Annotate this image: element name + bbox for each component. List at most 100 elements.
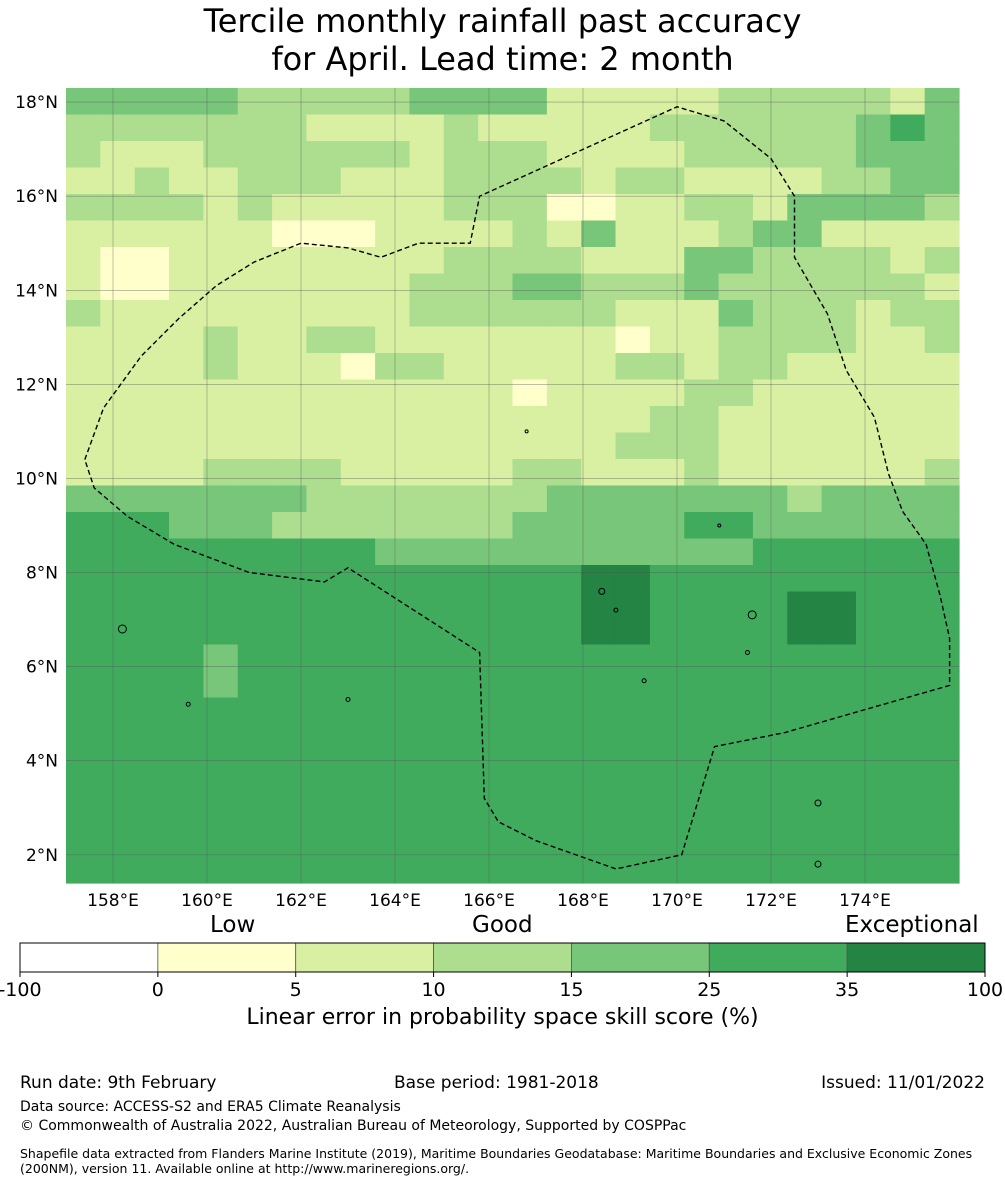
skill-cell (752, 167, 788, 195)
skill-cell (718, 194, 754, 222)
skill-cell (306, 353, 342, 381)
skill-cell (649, 591, 685, 619)
skill-cell (306, 803, 342, 831)
skill-cell (478, 565, 514, 593)
skill-cell (512, 618, 548, 646)
skill-cell (306, 856, 342, 884)
skill-cell (890, 485, 926, 513)
skill-cell (718, 459, 754, 487)
skill-cell (855, 830, 891, 858)
skill-cell (890, 141, 926, 169)
skill-cell (855, 379, 891, 407)
lon-tick-label: 166°E (463, 891, 515, 911)
skill-cell (581, 220, 617, 248)
skill-cell (855, 803, 891, 831)
skill-cell (340, 379, 376, 407)
skill-cell (203, 300, 239, 328)
skill-cell (375, 273, 411, 301)
skill-cell (340, 353, 376, 381)
skill-cell (443, 512, 479, 540)
skill-cell (684, 724, 720, 752)
skill-cell (66, 220, 101, 248)
skill-cell (66, 538, 101, 566)
skill-cell (478, 167, 514, 195)
skill-cell (443, 565, 479, 593)
skill-cell (752, 406, 788, 434)
skill-cell (752, 141, 788, 169)
lon-tick-label: 174°E (839, 891, 891, 911)
skill-cell (134, 856, 170, 884)
skill-cell (615, 379, 651, 407)
skill-cell (443, 114, 479, 142)
skill-cell (718, 565, 754, 593)
skill-cell (924, 671, 960, 699)
skill-cell (272, 300, 308, 328)
skill-cell (615, 618, 651, 646)
colorbar-swatch (433, 942, 572, 973)
skill-cell (581, 512, 617, 540)
skill-cell (684, 273, 720, 301)
skill-cell (752, 247, 788, 275)
skill-cell (478, 591, 514, 619)
skill-cell (66, 644, 101, 672)
island-outline (814, 860, 822, 868)
skill-cell (134, 194, 170, 222)
skill-cell (649, 247, 685, 275)
skill-cell (615, 353, 651, 381)
skill-cell (821, 406, 857, 434)
skill-cell (890, 856, 926, 884)
skill-cell (752, 432, 788, 460)
skill-cell (649, 114, 685, 142)
skill-cell (684, 697, 720, 725)
skill-cell (752, 750, 788, 778)
colorbar-swatch (571, 942, 710, 973)
skill-cell (615, 856, 651, 884)
skill-cell (340, 538, 376, 566)
skill-cell (924, 300, 960, 328)
skill-cell (546, 326, 582, 354)
skill-cell (855, 273, 891, 301)
skill-cell (237, 247, 273, 275)
skill-cell (512, 777, 548, 805)
skill-cell (581, 777, 617, 805)
colorbar-axis-label: Linear error in probability space skill … (246, 1005, 759, 1030)
lon-tick-label: 170°E (651, 891, 703, 911)
skill-cell (684, 485, 720, 513)
skill-cell (546, 485, 582, 513)
map-title: Tercile monthly rainfall past accuracy f… (0, 2, 1005, 78)
skill-cell (134, 618, 170, 646)
skill-cell (615, 326, 651, 354)
skill-cell (272, 591, 308, 619)
skill-cell (546, 273, 582, 301)
skill-cell (649, 830, 685, 858)
skill-cell (134, 300, 170, 328)
skill-cell (203, 141, 239, 169)
skill-cell (100, 459, 136, 487)
skill-cell (409, 432, 445, 460)
skill-cell (752, 194, 788, 222)
skill-cell (100, 353, 136, 381)
skill-cell (855, 432, 891, 460)
skill-cell (752, 565, 788, 593)
skill-cell (615, 644, 651, 672)
skill-cell (649, 326, 685, 354)
skill-cell (855, 167, 891, 195)
skill-cell (855, 353, 891, 381)
skill-cell (821, 724, 857, 752)
skill-cell (375, 141, 411, 169)
skill-cell (169, 618, 204, 646)
skill-cell (546, 512, 582, 540)
skill-cell (306, 512, 342, 540)
colorbar-swatch (846, 942, 986, 973)
skill-cell (890, 803, 926, 831)
skill-cell (306, 432, 342, 460)
skill-cell (203, 273, 239, 301)
issued-date: Issued: 11/01/2022 (821, 1073, 985, 1093)
skill-cell (821, 353, 857, 381)
skill-cell (512, 565, 548, 593)
skill-cell (684, 591, 720, 619)
skill-cell (134, 379, 170, 407)
skill-cell (203, 750, 239, 778)
skill-cell (684, 432, 720, 460)
skill-cell (100, 194, 136, 222)
